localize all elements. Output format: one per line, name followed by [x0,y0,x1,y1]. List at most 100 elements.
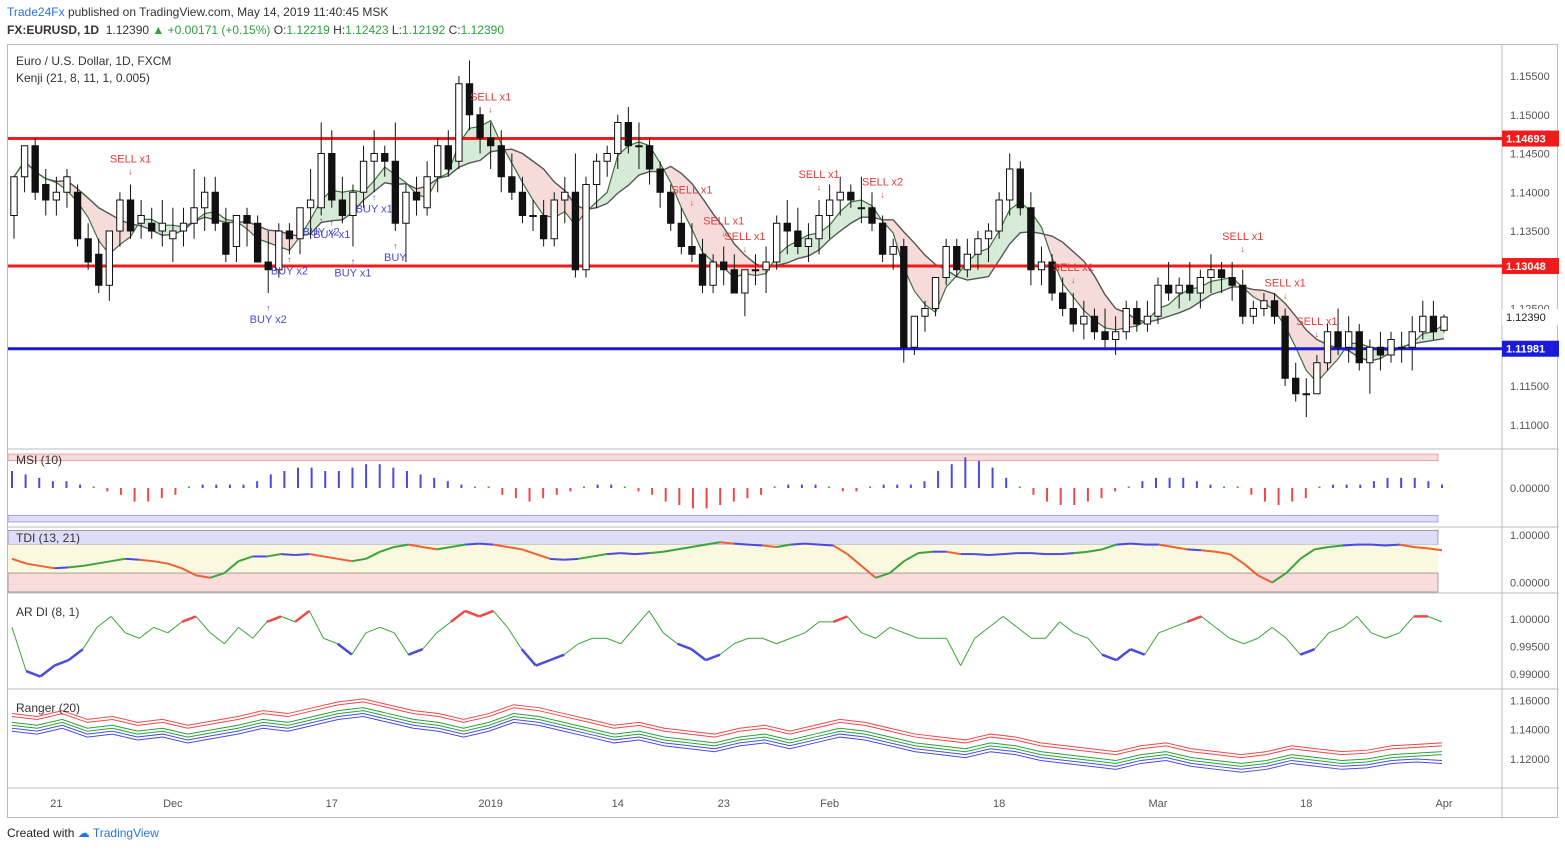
kenji-cloud-segment [511,149,523,183]
level-price-tag [1502,258,1559,275]
tdi-line-segment [422,545,437,551]
sell-signal-label: SELL x1 [798,169,839,181]
ardi-line-segment [39,664,56,678]
ardi-line-segment [139,626,154,639]
ardi-line-segment [1299,648,1316,656]
ardi-line-segment [1385,632,1400,639]
tdi-line-segment [1413,545,1428,550]
sell-signal-label: SELL x2 [862,177,903,189]
candle-down [794,230,802,247]
ranger-series-line [11,713,1443,770]
candle-down [253,222,262,263]
sell-arrow-icon: ↓ [1315,329,1320,339]
ardi-line-segment [1016,626,1032,639]
candle-up [1323,331,1332,364]
ardi-line-segment [535,658,551,667]
candle-down [1069,308,1077,325]
ranger-series-line [11,710,1443,767]
ardi-line-segment [336,642,353,656]
tdi-line-segment [762,544,777,548]
candle-down [148,222,156,232]
kenji-cloud-segment [850,200,862,224]
ardi-line-segment [861,632,876,639]
candle-down [656,168,664,193]
tdi-line-segment [125,557,140,561]
kenji-cloud-segment [1179,289,1190,313]
ardi-line-segment [804,621,820,634]
ardi-line-segment [223,627,239,645]
tdi-title: TDI (13, 21) [16,531,80,545]
candle-down [126,199,135,232]
sell-arrow-icon: ↓ [880,190,885,200]
ardi-line-segment [96,616,112,628]
candle-up [921,308,929,317]
ardi-line-segment [1115,648,1132,662]
sell-signal-label: SELL x1 [470,92,511,104]
tdi-line-segment [860,565,877,579]
ardi-line-segment [25,669,41,678]
ardi-line-segment [733,637,749,645]
tdi-line-segment [748,543,763,547]
ardi-line-segment [365,626,381,634]
tradingview-brand[interactable]: TradingView [92,826,159,840]
chart-title: Euro / U.S. Dollar, 1D, FXCM [16,54,171,68]
chart-frame[interactable]: 21Dec1720191423Feb18Mar18Apr15May131.155… [7,44,1559,819]
candle-down [667,191,675,224]
ranger-tick-label: 1.14000 [1510,725,1550,737]
ardi-line-segment [195,616,211,634]
sell-signal-label: SELL x1 [1053,262,1094,274]
candle-down [42,184,50,201]
buy-signal-label: BUY x2 [250,314,287,326]
candle-down [1048,261,1056,294]
ardi-line-segment [266,615,282,624]
level-price-label: 1.14693 [1506,134,1546,146]
tdi-line-segment [1385,543,1400,547]
candle-up [20,145,29,178]
sell-arrow-icon: ↓ [488,105,493,115]
kenji-cloud-segment [1062,242,1074,297]
candle-down [1228,277,1236,286]
candle-up [582,184,590,271]
ardi-line-segment [153,626,168,634]
candle-up [614,122,622,154]
ardi-line-segment [1371,632,1386,639]
kenji-cloud-segment [1083,261,1095,321]
candle-up [232,215,241,247]
close-label: C: [448,23,461,37]
footer: Created with ☁ TradingView [7,826,159,840]
y-axis-tick-label: 1.15500 [1510,71,1550,83]
candle-up [137,215,145,224]
buy-arrow-icon: ↑ [330,218,335,228]
chart-canvas[interactable]: 21Dec1720191423Feb18Mar18Apr15May131.155… [8,45,1559,819]
publish-text: published on TradingView.com, May 14, 20… [67,5,389,19]
ardi-line-segment [323,637,338,645]
ardi-line-segment [1087,637,1103,655]
ardi-line-segment [946,638,962,666]
candle-up [10,176,18,216]
study-title: Kenji (21, 8, 11, 1, 0.005) [16,71,150,85]
ardi-line-segment [478,609,494,618]
candle-down [1376,346,1385,356]
tdi-line-segment [832,544,848,555]
candle-down [328,153,336,201]
tdi-line-segment [54,566,69,570]
author-link[interactable]: Trade24Fx [7,5,65,19]
candle-up [804,238,813,247]
x-axis-label: 2019 [478,798,502,810]
candle-down [868,207,876,224]
tdi-line-segment [394,543,409,548]
tdi-line-segment [1101,543,1117,551]
buy-signal-label: BUY [384,252,407,264]
candle-up [1440,316,1448,331]
tdi-line-segment [139,558,154,563]
candle-up [190,207,198,224]
candle-down [677,222,686,247]
ardi-line-segment [1314,632,1330,650]
kenji-cloud-segment [1285,303,1296,348]
kenji-cloud-segment [607,155,618,204]
level-price-tag [1502,130,1559,147]
candle-down [645,145,654,170]
last-price-label: 1.12390 [1506,312,1546,324]
ardi-line-segment [563,643,579,656]
tdi-line-segment [465,542,480,546]
